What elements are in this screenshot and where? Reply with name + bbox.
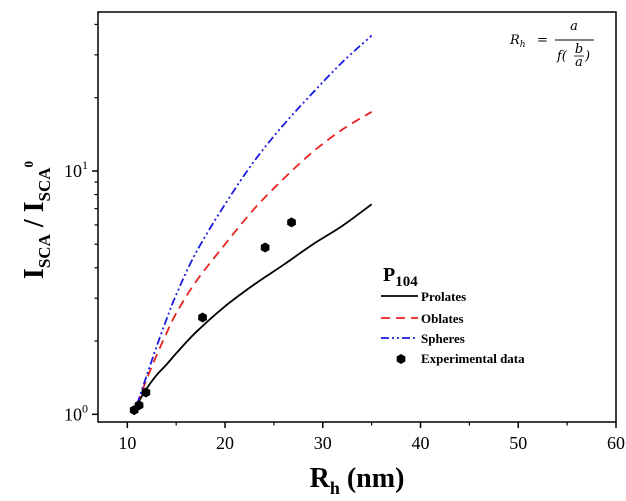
formula-lhs: Rh <box>509 33 526 50</box>
series-line-spheres <box>136 34 373 405</box>
legend-marker-experimental <box>396 354 406 364</box>
y-tick-label: 100 <box>64 401 88 424</box>
legend-label: Spheres <box>421 331 465 346</box>
plot-border <box>97 11 617 423</box>
x-axis-ticks: 10 20 30 40 50 60 <box>118 422 625 453</box>
x-tick-label: 20 <box>216 433 234 453</box>
y-axis-title: ISCA / ISCA0 <box>19 161 54 279</box>
x-tick-label: 50 <box>509 433 527 453</box>
y-axis-title-text: ISCA / ISCA0 <box>19 161 54 279</box>
formula-equals: = <box>537 33 548 48</box>
formula-inner-den: a <box>575 55 583 70</box>
legend-title: P104 <box>383 264 418 290</box>
x-tick-label: 60 <box>607 433 625 453</box>
data-point <box>141 387 151 398</box>
y-axis-ticks: 100 101 <box>64 23 98 424</box>
series-line-prolates <box>136 203 373 405</box>
data-point <box>134 400 144 411</box>
data-point <box>260 242 270 253</box>
formula-close-paren: ) <box>584 49 590 64</box>
plot-frame <box>97 11 617 423</box>
markers-layer <box>129 217 296 416</box>
data-point <box>198 312 207 323</box>
x-tick-label: 40 <box>412 433 430 453</box>
formula-denominator: f( <box>556 49 568 64</box>
legend-label: Experimental data <box>421 351 525 366</box>
formula-annotation: Rh =af(ba) <box>509 19 594 70</box>
x-tick-label: 10 <box>118 433 136 453</box>
x-axis-title: Rh (nm) <box>310 463 405 498</box>
x-axis-title-text: Rh (nm) <box>310 463 405 498</box>
formula-numerator: a <box>570 19 578 34</box>
y-tick-label: 101 <box>64 158 88 181</box>
legend-label: Prolates <box>421 289 466 304</box>
series-line-oblates <box>136 111 373 405</box>
series-layer <box>136 34 373 405</box>
formula-inner-num: b <box>575 42 583 57</box>
data-point <box>287 217 296 228</box>
x-tick-label: 30 <box>314 433 332 453</box>
legend-label: Oblates <box>421 311 464 326</box>
